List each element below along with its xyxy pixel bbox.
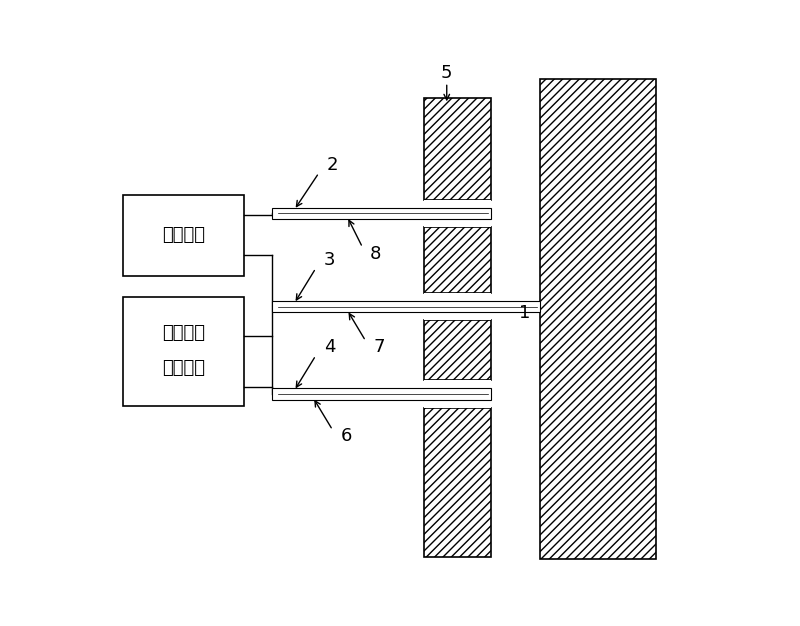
Text: 6: 6 [341,428,352,445]
Bar [424,200,491,227]
Text: 1: 1 [519,304,530,322]
Text: 2: 2 [327,156,338,173]
Bar [122,297,244,406]
Text: 3: 3 [324,251,335,269]
Text: 4: 4 [324,338,335,356]
Bar [272,388,491,399]
Text: 7: 7 [374,338,386,356]
Bar [272,301,540,312]
Text: 微处理器: 微处理器 [162,226,205,244]
Bar [424,227,491,293]
Text: 5: 5 [441,64,453,82]
Bar [424,98,491,200]
Bar [424,321,491,381]
Bar [424,381,491,408]
Bar [122,195,244,275]
Bar [424,293,491,321]
Bar [272,208,491,219]
Text: 冲发生器: 冲发生器 [162,359,205,376]
Text: 激光热脉: 激光热脉 [162,324,205,342]
Bar [424,408,491,557]
Text: 8: 8 [370,245,382,263]
Bar [540,80,655,559]
